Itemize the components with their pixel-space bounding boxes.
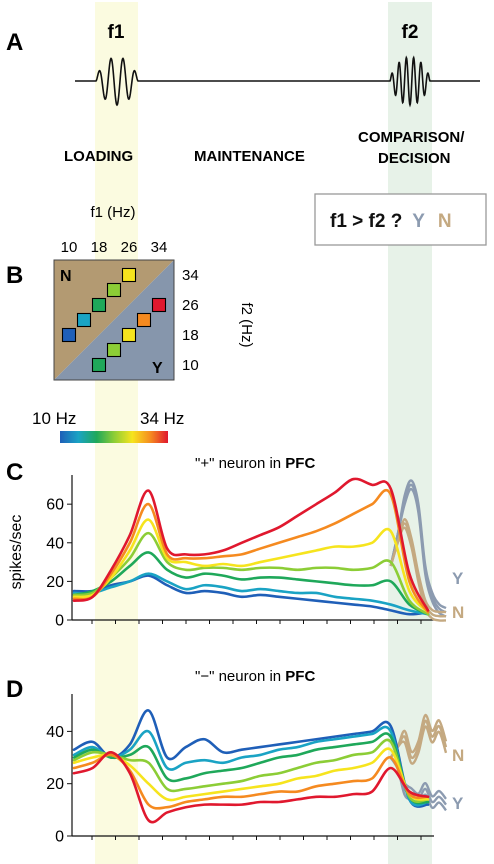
panel-letter-b: B	[6, 262, 23, 289]
y-tick-label-1-0: 0	[55, 829, 64, 846]
f1-axis-label: f1 (Hz)	[91, 204, 136, 221]
colorbar-low-label: 10 Hz	[32, 409, 76, 428]
f2-tick-18: 18	[182, 327, 199, 344]
corner-y: Y	[152, 360, 163, 377]
series-1-f10	[72, 709, 430, 808]
chart-d-title-bold: PFC	[285, 668, 315, 685]
series-0-f18	[72, 551, 430, 616]
series-1-f18	[72, 732, 430, 805]
chart-c-title-prefix: "+" neuron in	[195, 455, 285, 472]
stimulus-square-7	[121, 327, 137, 343]
chart-d-title-prefix: "−" neuron in	[195, 668, 285, 685]
f2-label: f2	[402, 22, 419, 43]
chart-d-plot: 0 20 40 N Y	[46, 694, 464, 846]
y-region	[54, 260, 174, 380]
panel-c: C "+" neuron in PFC spikes/sec 0 20 40 60 YN	[6, 455, 464, 630]
end-label-Y-1: Y	[452, 794, 464, 813]
stimulus-square-0	[61, 327, 77, 343]
question-text: f1 > f2 ?	[330, 211, 402, 232]
panel-d: D "−" neuron in PFC 0 20 40 N Y	[6, 668, 464, 846]
stimulus-square-6	[106, 342, 122, 358]
series-0-f26	[72, 518, 430, 614]
question-yes: Y	[412, 211, 425, 232]
series-0-f14	[72, 572, 430, 616]
chart-c-plot: 0 20 40 60 YN	[46, 475, 464, 630]
f1-tick-34: 34	[151, 239, 168, 256]
series-1-f14	[72, 725, 430, 807]
stimulus-square-4	[121, 267, 137, 283]
series-0-f22	[72, 531, 430, 616]
f1-label: f1	[108, 22, 125, 43]
series-0-f30	[72, 488, 430, 614]
stimulus-square-1	[76, 312, 92, 328]
y-tick-label-1-40: 40	[46, 724, 64, 741]
decision-question-box	[314, 193, 487, 246]
series-1-f26	[72, 747, 430, 802]
stimulus-square-2	[91, 297, 107, 313]
series-1-f22	[72, 738, 430, 803]
y-tick-label-0-40: 40	[46, 535, 64, 552]
stimulus-set-matrix: N Y	[53, 259, 175, 381]
ending-trace-N-1-2	[389, 713, 448, 759]
matrix-frame	[53, 259, 175, 381]
corner-n: N	[60, 268, 72, 285]
stimulus-square-9	[151, 297, 167, 313]
end-label-N-0: N	[452, 603, 464, 622]
y-tick-label-1-20: 20	[46, 776, 64, 793]
f2-tick-26: 26	[182, 297, 199, 314]
f1-tick-26: 26	[121, 239, 138, 256]
chart-c-ylabel: spikes/sec	[8, 515, 25, 590]
stimulus-square-5	[91, 357, 107, 373]
end-label-Y-0: Y	[452, 569, 464, 588]
end-label-N-1: N	[452, 746, 464, 765]
stage-comparison: COMPARISON/	[358, 129, 465, 146]
stage-decision: DECISION	[378, 150, 451, 167]
stage-maintenance: MAINTENANCE	[194, 148, 305, 165]
y-tick-label-0-20: 20	[46, 574, 64, 591]
series-1-f34	[72, 751, 430, 824]
chart-d-title: "−" neuron in PFC	[195, 668, 315, 685]
y-tick-label-0-60: 60	[46, 497, 64, 514]
stage-loading: LOADING	[64, 148, 133, 165]
series-0-f34	[72, 477, 430, 612]
stimulus-square-8	[136, 312, 152, 328]
colorbar	[60, 431, 168, 443]
panel-letter-a: A	[6, 29, 23, 56]
panel-letter-d: D	[6, 676, 23, 703]
stimulus-square-3	[106, 282, 122, 298]
chart-c-title-bold: PFC	[285, 455, 315, 472]
f2-tick-10: 10	[182, 357, 199, 374]
question-no: N	[438, 211, 452, 232]
f2-tick-labels: 34 26 18 10	[182, 267, 199, 374]
y-tick-label-0-0: 0	[55, 613, 64, 630]
stimulus-timeline-trace	[75, 55, 480, 108]
f2-tick-34: 34	[182, 267, 199, 284]
series-1-f30	[72, 753, 430, 810]
panel-letter-c: C	[6, 459, 23, 486]
chart-c-title: "+" neuron in PFC	[195, 455, 315, 472]
f1-tick-10: 10	[61, 239, 78, 256]
stimulus-squares	[61, 267, 167, 373]
f1-tick-labels: 10 18 26 34	[61, 239, 168, 256]
f2-axis-label: f2 (Hz)	[238, 303, 255, 348]
decision-question: f1 > f2 ? Y N	[330, 211, 452, 232]
colorbar-high-label: 34 Hz	[140, 409, 184, 428]
f1-tick-18: 18	[91, 239, 108, 256]
